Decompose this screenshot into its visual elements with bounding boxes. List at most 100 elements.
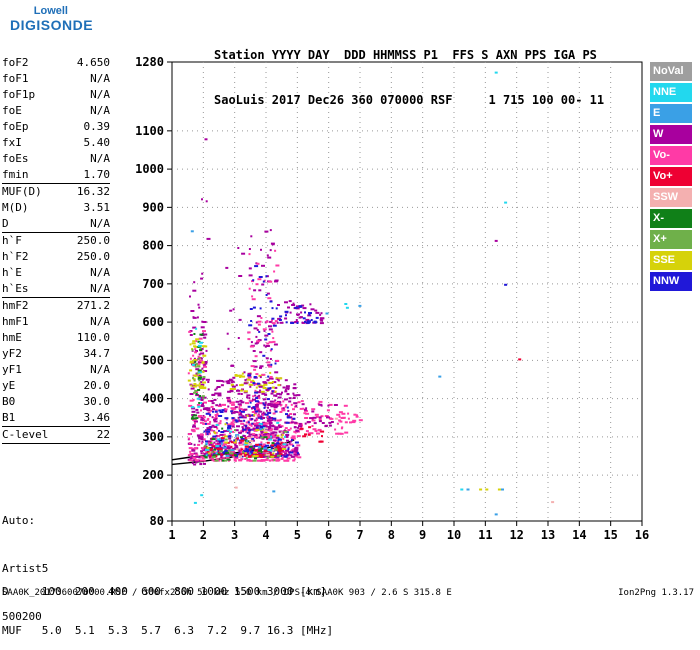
param-row: foE N/A [2, 103, 110, 119]
echo-point [288, 397, 292, 400]
param-value: N/A [90, 363, 110, 376]
echo-point [269, 229, 272, 232]
echo-point [238, 459, 243, 462]
param-row: foF1p N/A [2, 87, 110, 103]
param-value: N/A [90, 315, 110, 328]
echo-point [206, 237, 211, 240]
echo-point [193, 345, 197, 348]
legend-item-x: X- [650, 209, 692, 228]
echo-point [255, 335, 258, 338]
echo-point [244, 452, 247, 455]
echo-point [255, 424, 260, 427]
echo-point [203, 462, 206, 465]
echo-point [266, 458, 268, 461]
echo-point [277, 396, 282, 399]
echo-point [264, 422, 269, 425]
echo-point [245, 457, 248, 460]
echo-point [285, 459, 289, 462]
echo-point [238, 453, 241, 456]
echo-point [247, 372, 252, 375]
echo-point [255, 443, 260, 446]
echo-point [249, 423, 253, 426]
echo-point [253, 422, 258, 425]
param-value: 22 [96, 428, 110, 441]
echo-point [309, 432, 314, 435]
echo-point [263, 404, 266, 407]
echo-point [225, 456, 230, 459]
echo-point [189, 343, 192, 346]
echo-point [250, 365, 255, 368]
echo-point [205, 431, 210, 434]
echo-point [254, 405, 259, 408]
echo-point [253, 451, 258, 454]
echo-point [218, 409, 222, 412]
echo-point [320, 415, 324, 418]
echo-point [314, 309, 318, 312]
echo-point [227, 446, 230, 449]
echo-point [236, 453, 241, 456]
echo-point [214, 437, 218, 440]
echo-point [254, 436, 259, 439]
echo-point [227, 459, 230, 462]
echo-point [262, 443, 266, 446]
echo-point [272, 449, 275, 452]
echo-point [191, 348, 194, 351]
echo-point [257, 320, 262, 323]
echo-point [193, 379, 196, 382]
echo-point [250, 447, 254, 450]
echo-point [229, 309, 233, 312]
echo-point [199, 395, 202, 397]
echo-point [201, 361, 205, 364]
echo-point [198, 437, 202, 440]
echo-point [263, 431, 268, 434]
echo-point [347, 412, 350, 415]
echo-point [243, 408, 248, 411]
echo-point [275, 376, 278, 379]
echo-point [284, 310, 289, 313]
echo-point [263, 445, 267, 448]
echo-point [205, 412, 210, 415]
echo-point [314, 429, 317, 432]
echo-point [318, 420, 322, 423]
echo-point [188, 404, 193, 407]
echo-point [213, 418, 216, 421]
echo-point [200, 326, 205, 329]
param-row: h`Es N/A [2, 281, 110, 297]
echo-point [231, 450, 236, 453]
echo-point [267, 406, 269, 409]
echo-point [254, 383, 259, 385]
param-separator [2, 443, 110, 444]
echo-point [251, 411, 255, 413]
param-value: N/A [90, 72, 110, 85]
echo-point [272, 381, 277, 384]
echo-point [328, 417, 332, 420]
echo-point [190, 230, 194, 233]
echo-point [252, 379, 254, 382]
echo-point [291, 438, 293, 441]
echo-point [251, 295, 254, 298]
echo-point [202, 416, 206, 419]
echo-point [303, 408, 307, 411]
echo-point [234, 443, 237, 446]
echo-point [245, 425, 247, 428]
echo-point [264, 230, 269, 233]
echo-point [194, 348, 197, 351]
echo-point [242, 451, 244, 454]
echo-point [271, 317, 275, 320]
echo-point [249, 308, 253, 310]
echo-point [207, 442, 210, 445]
echo-point [222, 446, 227, 449]
echo-point [275, 457, 280, 460]
echo-point [194, 365, 197, 368]
echo-point [203, 455, 207, 458]
echo-point [257, 384, 262, 387]
echo-point [307, 433, 311, 436]
param-separator [2, 426, 110, 427]
echo-point [274, 320, 278, 323]
echo-point [281, 391, 283, 394]
echo-point [296, 314, 299, 316]
echo-point [224, 441, 229, 444]
echo-point [353, 413, 357, 416]
echo-point [255, 422, 260, 425]
echo-point [199, 421, 203, 424]
